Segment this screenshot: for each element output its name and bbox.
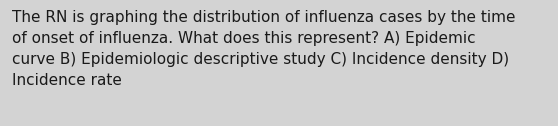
Text: The RN is graphing the distribution of influenza cases by the time
of onset of i: The RN is graphing the distribution of i… [12, 10, 516, 88]
